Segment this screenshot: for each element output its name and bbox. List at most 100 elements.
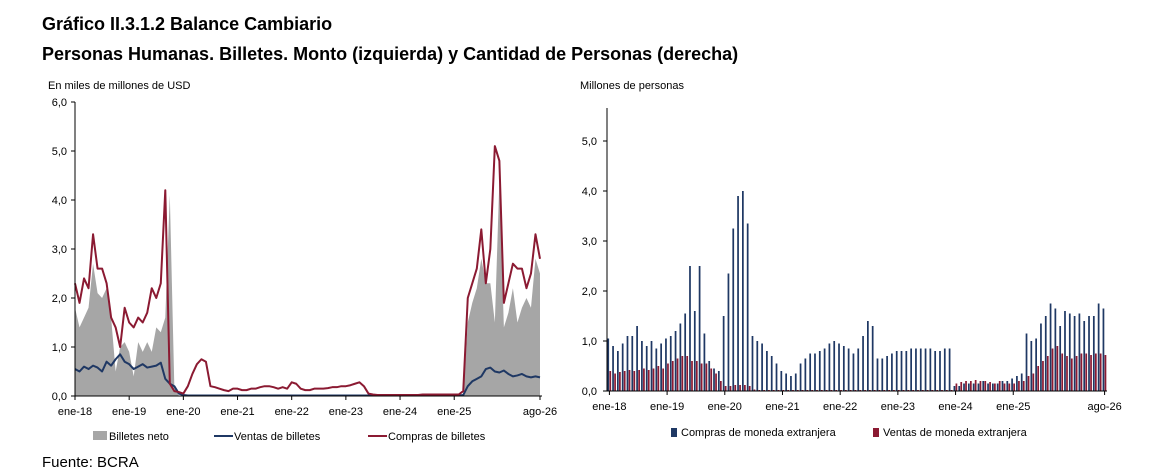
bar-compras-moneda [689,266,691,391]
bar-compras-moneda [775,363,778,391]
bar-ventas-moneda [1046,356,1049,391]
bar-ventas-moneda [1027,376,1030,391]
bar-ventas-moneda [1008,383,1011,391]
bar-compras-moneda [722,316,725,391]
bar-ventas-moneda [1075,356,1078,391]
bar-compras-moneda [929,348,932,391]
left-y-tick-label: 4,0 [52,195,67,207]
bar-compras-moneda [727,273,730,391]
bar-compras-moneda [751,336,754,391]
bar-compras-moneda [790,376,792,391]
bar-compras-moneda [698,266,701,391]
left-y-tick-label: 1,0 [52,342,67,354]
bar-ventas-moneda [1070,358,1073,391]
legend-label-billetes-neto: Billetes neto [109,431,169,443]
bar-compras-moneda [1016,376,1018,391]
series-compras-billetes-line [74,145,541,397]
bar-compras-moneda [1040,323,1042,391]
bar-compras-moneda [645,346,648,391]
bar-compras-moneda [818,351,821,391]
bar-compras-moneda [794,373,797,391]
bar-compras-moneda [891,353,893,391]
bar-compras-moneda [737,196,739,391]
bar-compras-moneda [823,348,826,391]
bar-compras-moneda [703,333,706,391]
bar-ventas-moneda [628,370,631,391]
bar-ventas-moneda [1099,353,1102,391]
bar-compras-moneda [1006,381,1009,391]
bar-compras-moneda [746,223,749,391]
source-note: Fuente: BCRA [42,454,139,471]
bar-ventas-moneda [1013,383,1015,391]
bar-compras-moneda [857,348,860,391]
legend-swatch-compras-moneda [671,428,677,437]
bar-ventas-moneda [1042,361,1044,391]
bar-ventas-moneda [753,389,756,391]
bar-compras-moneda [770,356,773,391]
bar-compras-moneda [679,323,682,391]
bar-compras-moneda [1102,308,1105,391]
legend-swatch-billetes-neto [93,431,107,440]
left-y-tick-label: 0,0 [52,391,67,403]
bar-ventas-moneda [1037,366,1040,391]
bar-ventas-moneda [965,381,967,391]
bar-compras-moneda [612,346,614,391]
bar-compras-moneda [1001,381,1004,391]
bar-compras-moneda [833,341,836,391]
bar-compras-moneda [992,383,994,391]
right-x-tick-label: ene-22 [823,401,857,413]
left-y-tick-label: 5,0 [52,146,67,158]
bar-compras-moneda [905,351,908,391]
bar-compras-moneda [1078,313,1081,391]
bar-compras-moneda [1035,338,1037,391]
bar-compras-moneda [958,386,961,391]
bar-compras-moneda [1088,316,1090,391]
bar-compras-moneda [967,383,970,391]
left-x-tick-label: ene-22 [275,406,309,418]
right-x-tick-label: ene-25 [996,401,1030,413]
right-y-tick-label: 5,0 [582,136,597,148]
bar-compras-moneda [742,191,744,391]
bar-compras-moneda [939,351,941,391]
bar-ventas-moneda [989,382,991,391]
left-x-tick-label: ago-26 [523,406,557,418]
bar-compras-moneda [631,336,634,391]
right-x-tick-label: ene-18 [592,401,626,413]
bar-compras-moneda [669,336,672,391]
bar-compras-moneda [924,348,927,391]
bar-compras-moneda [987,383,989,391]
bar-compras-moneda [1054,308,1057,391]
bar-ventas-moneda [1066,356,1068,391]
bar-compras-moneda [1083,321,1086,391]
bar-compras-moneda [626,336,629,391]
bar-compras-moneda [919,348,922,391]
bar-ventas-moneda [974,380,977,391]
right-y-tick-label: 2,0 [582,286,597,298]
legend-label-ventas-billetes: Ventas de billetes [234,431,321,443]
bar-compras-moneda [756,341,759,391]
bar-compras-moneda [982,381,985,391]
bar-compras-moneda [852,353,855,391]
bar-ventas-moneda [748,386,751,391]
bar-compras-moneda [915,348,917,391]
chart-subtitle: Personas Humanas. Billetes. Monto (izqui… [42,44,739,64]
bar-compras-moneda [804,358,807,391]
bar-ventas-moneda [1056,346,1059,391]
bar-ventas-moneda [638,370,640,391]
bar-compras-moneda [867,321,869,391]
bar-ventas-moneda [1032,373,1035,391]
bar-compras-moneda [996,383,999,391]
bar-ventas-moneda [710,368,713,391]
bar-compras-moneda [617,351,619,391]
right-y-tick-label: 4,0 [582,186,597,198]
bar-ventas-moneda [700,363,703,391]
bar-ventas-moneda [614,373,616,391]
bar-compras-moneda [674,331,677,391]
left-y-tick-label: 3,0 [52,244,67,256]
bar-ventas-moneda [647,370,650,391]
right-x-tick-label: ene-23 [881,401,915,413]
bar-compras-moneda [1097,303,1100,391]
bar-compras-moneda [684,313,687,391]
bar-compras-moneda [1044,316,1047,391]
